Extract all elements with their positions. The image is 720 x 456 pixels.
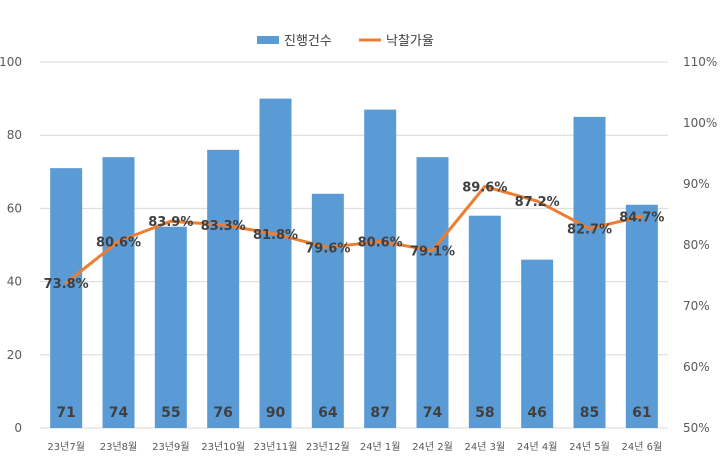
- left-tick-label: 20: [7, 348, 22, 362]
- x-tick-label: 23년12월: [306, 441, 350, 453]
- bar-value-label: 74: [423, 405, 443, 421]
- legend-bar-swatch: [257, 36, 279, 44]
- line-value-label: 83.3%: [201, 219, 246, 234]
- bar-value-label: 58: [475, 405, 494, 421]
- x-tick-label: 24년 4월: [517, 441, 558, 453]
- bar: [468, 215, 501, 428]
- right-tick-label: 80%: [683, 238, 710, 252]
- bar: [259, 98, 292, 428]
- left-tick-label: 40: [7, 275, 22, 289]
- line-value-label: 79.1%: [410, 244, 455, 259]
- x-tick-label: 23년8월: [100, 441, 138, 453]
- bar-value-label: 74: [109, 405, 129, 421]
- left-tick-label: 80: [7, 128, 22, 142]
- x-tick-label: 23년9월: [152, 441, 190, 453]
- x-tick-label: 23년7월: [47, 441, 85, 453]
- legend: 진행건수 낙찰가율: [257, 33, 434, 49]
- bar-value-label: 87: [370, 405, 389, 421]
- bar-value-label: 90: [266, 405, 286, 421]
- line-value-label: 84.7%: [619, 210, 664, 225]
- right-tick-label: 90%: [683, 177, 710, 191]
- line-value-label: 73.8%: [44, 277, 89, 292]
- bar-value-label: 46: [527, 405, 546, 421]
- bar-value-label: 55: [161, 405, 180, 421]
- bar: [364, 109, 397, 428]
- right-tick-label: 70%: [683, 299, 710, 313]
- line-value-label: 79.6%: [305, 241, 350, 256]
- bar: [625, 204, 658, 428]
- bar-value-label: 71: [56, 405, 75, 421]
- gridlines: [40, 61, 668, 429]
- left-tick-label: 100: [0, 55, 22, 69]
- bar: [521, 259, 554, 428]
- line-value-label: 80.6%: [358, 235, 403, 250]
- legend-line-label: 낙찰가율: [386, 34, 434, 49]
- bar: [102, 157, 135, 428]
- line-series: 73.8% 80.6% 83.9% 83.3% 81.8% 79.6% 80.6% 79.1%…: [44, 180, 665, 291]
- bar: [573, 116, 606, 429]
- x-tick-label: 24년 3월: [464, 441, 505, 453]
- x-tick-label: 23년10월: [201, 441, 245, 453]
- legend-bar-label: 진행건수: [284, 33, 332, 49]
- bar-value-label: 76: [213, 405, 232, 421]
- line-path: [64, 184, 644, 285]
- right-tick-label: 100%: [683, 116, 717, 130]
- right-tick-label: 110%: [683, 55, 717, 69]
- right-tick-label: 50%: [683, 421, 710, 435]
- bar-series: 71 74 55 76 90 64 87 74 58 46 85 61: [50, 98, 658, 429]
- line-value-label: 82.7%: [567, 223, 612, 238]
- line-value-label: 89.6%: [462, 180, 507, 195]
- line-value-label: 80.6%: [96, 235, 141, 250]
- bar: [207, 149, 240, 428]
- x-tick-label: 24년 6월: [621, 441, 662, 453]
- x-axis-ticks: 23년7월 23년8월 23년9월 23년10월 23년11월 23년12월 24년 1월 2…: [47, 441, 662, 453]
- bar: [416, 157, 449, 428]
- left-axis-ticks: 0 20 40 60 80 100: [0, 55, 22, 435]
- bar-value-label: 85: [580, 405, 599, 421]
- bar: [311, 193, 344, 428]
- left-tick-label: 60: [7, 201, 22, 215]
- x-tick-label: 24년 2월: [412, 441, 453, 453]
- line-value-label: 81.8%: [253, 228, 298, 243]
- x-tick-label: 24년 5월: [569, 441, 610, 453]
- bar-value-label: 64: [318, 405, 338, 421]
- bar: [154, 226, 187, 428]
- line-value-label: 87.2%: [515, 195, 560, 210]
- line-value-label: 83.9%: [148, 215, 193, 230]
- right-tick-label: 60%: [683, 360, 710, 374]
- bar-value-label: 61: [632, 405, 651, 421]
- left-tick-label: 0: [14, 421, 22, 435]
- bar: [50, 168, 83, 428]
- x-tick-label: 24년 1월: [360, 441, 401, 453]
- right-axis-ticks: 50% 60% 70% 80% 90% 100% 110%: [683, 55, 717, 435]
- x-tick-label: 23년11월: [254, 441, 298, 453]
